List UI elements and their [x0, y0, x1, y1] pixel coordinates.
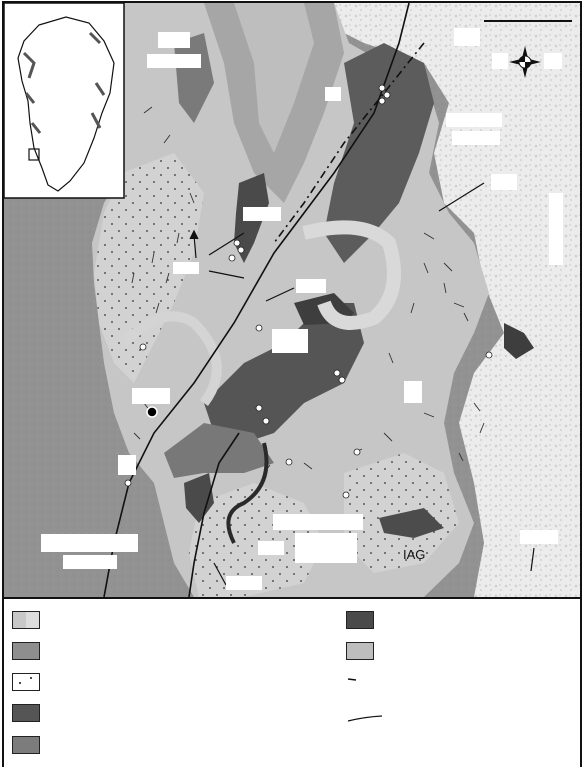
legend-item	[346, 673, 374, 691]
legend-swatch-mid-grey	[12, 642, 40, 660]
legend-swatch-darkest-grey	[346, 611, 374, 629]
fold-ring	[302, 220, 401, 330]
greenland-outline	[17, 16, 115, 192]
dotted-unit-south	[189, 483, 324, 597]
legend-swatch-dotted-white	[12, 673, 40, 691]
dotted-unit-west	[94, 153, 204, 383]
legend-swatch-light-grey	[346, 642, 374, 660]
sample-points	[124, 84, 493, 499]
dark-unit-patch	[504, 323, 534, 359]
label-iag: IAG	[403, 547, 425, 562]
legend-swatch-dark-grey	[12, 704, 40, 722]
dark-fold-curve	[226, 442, 269, 544]
medium-dark-band	[164, 423, 274, 478]
masked-label-boxes	[41, 28, 563, 590]
pale-band-north	[234, 3, 314, 153]
dark-unit-center	[204, 303, 364, 443]
legend-item	[346, 711, 386, 729]
compass-rose-icon	[509, 46, 541, 78]
dark-unit-se	[379, 508, 444, 538]
pale-band-fold	[120, 311, 222, 406]
eastern-speckled-terrane	[304, 3, 580, 597]
legend-symbol-curve-line	[347, 715, 383, 722]
legend	[4, 597, 580, 767]
greenland-inset	[4, 3, 125, 199]
inset-location-box	[28, 148, 40, 161]
legend-swatch-split-light-grey	[12, 611, 40, 629]
legend-swatch-medium-dark-grey	[12, 736, 40, 754]
arrows	[189, 182, 535, 586]
geological-map: IAG	[4, 3, 580, 597]
special-sample-point	[146, 406, 158, 418]
legend-symbol-line-segment	[347, 678, 357, 681]
dash-dot-fault	[273, 42, 425, 244]
dark-unit-south	[184, 473, 214, 523]
fault-south	[188, 432, 240, 597]
dark-unit-east	[324, 43, 434, 263]
